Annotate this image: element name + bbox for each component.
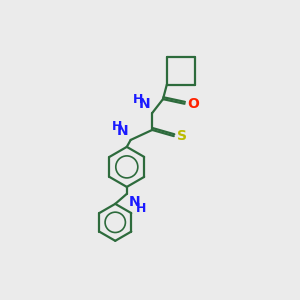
Text: N: N: [138, 97, 150, 111]
Text: H: H: [136, 202, 146, 214]
Text: H: H: [134, 93, 144, 106]
Text: S: S: [177, 129, 187, 143]
Text: N: N: [128, 195, 140, 209]
Text: O: O: [188, 97, 200, 111]
Text: H: H: [112, 120, 122, 133]
Text: N: N: [117, 124, 128, 138]
